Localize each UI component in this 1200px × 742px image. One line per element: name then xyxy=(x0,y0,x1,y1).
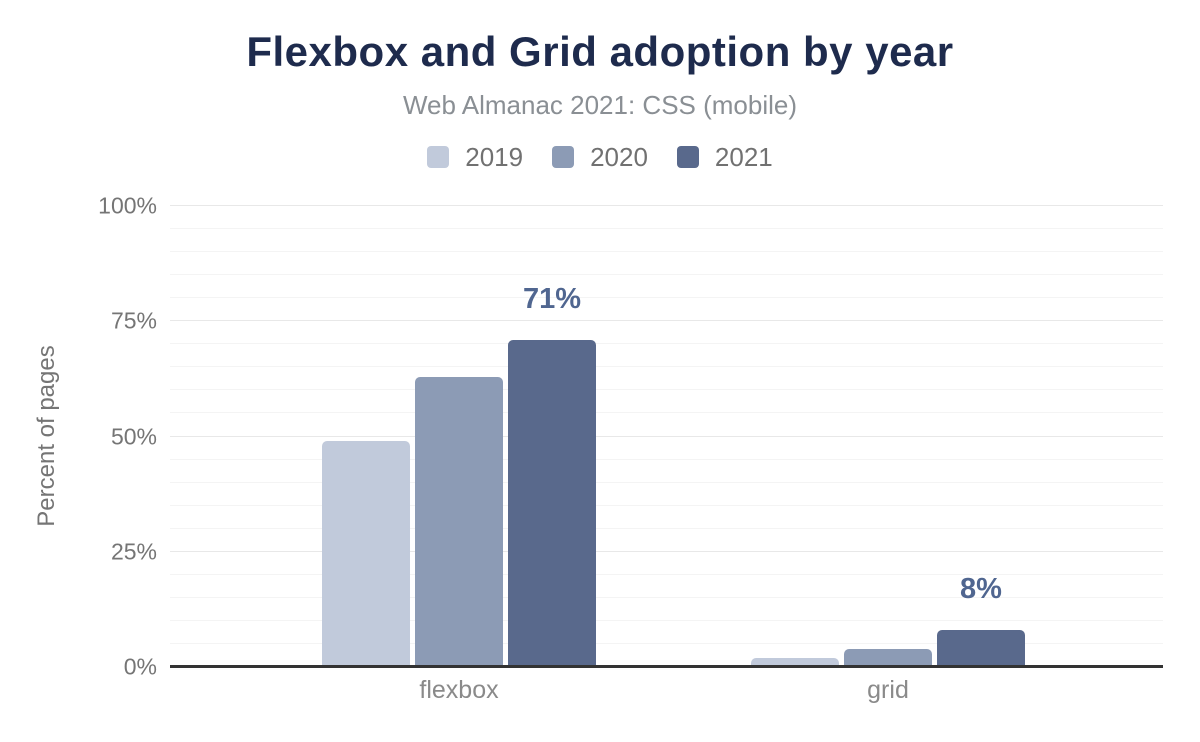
x-category-label: grid xyxy=(867,676,909,704)
y-tick-label: 50% xyxy=(110,423,157,449)
chart-title: Flexbox and Grid adoption by year xyxy=(246,28,954,75)
gridline-45 xyxy=(170,458,1163,460)
bar-group-flexbox: 71% xyxy=(322,206,596,667)
legend-label-2019: 2019 xyxy=(465,142,524,172)
legend-swatch-2021 xyxy=(676,146,699,168)
gridline-75 xyxy=(170,320,1163,322)
gridline-85 xyxy=(170,274,1163,276)
bar-grid-2020 xyxy=(844,648,932,667)
x-category-label: flexbox xyxy=(419,676,499,704)
gridline-70 xyxy=(170,343,1163,345)
gridline-25 xyxy=(170,550,1163,552)
plot-area: 71% 8% xyxy=(170,205,1163,668)
bar-group-grid: 8% xyxy=(751,206,1025,667)
gridline-95 xyxy=(170,228,1163,230)
gridline-65 xyxy=(170,366,1163,368)
gridline-5 xyxy=(170,642,1163,644)
bar-flexbox-2019 xyxy=(322,441,410,667)
legend-swatch-2020 xyxy=(552,146,575,168)
gridline-80 xyxy=(170,297,1163,299)
gridline-15 xyxy=(170,596,1163,598)
gridline-100 xyxy=(170,205,1163,206)
legend-swatch-2019 xyxy=(427,146,450,168)
legend-label-2020: 2020 xyxy=(590,142,648,172)
legend-item-2021: 2021 xyxy=(676,142,773,172)
gridline-35 xyxy=(170,504,1163,506)
gridline-10 xyxy=(170,619,1163,621)
gridline-55 xyxy=(170,412,1163,414)
y-axis: 0% 25% 50% 75% 100% xyxy=(0,194,157,678)
gridline-60 xyxy=(170,389,1163,391)
bar-flexbox-2021: 71% xyxy=(508,284,596,667)
gridline-30 xyxy=(170,527,1163,529)
legend-item-2019: 2019 xyxy=(427,144,523,170)
y-tick-label: 25% xyxy=(110,538,157,565)
gridline-40 xyxy=(170,481,1163,483)
x-axis-line xyxy=(170,665,1163,668)
bar-flexbox-2020 xyxy=(415,376,503,667)
value-label-grid: 8% xyxy=(960,573,1002,606)
legend-item-2020: 2020 xyxy=(552,144,648,170)
gridline-50 xyxy=(170,435,1163,437)
chart-subtitle: Web Almanac 2021: CSS (mobile) xyxy=(402,90,798,120)
y-tick-label: 100% xyxy=(98,192,157,219)
legend-label-2021: 2021 xyxy=(714,142,773,172)
gridline-20 xyxy=(170,573,1163,575)
legend: 2019 2020 2021 xyxy=(0,144,1200,170)
y-tick-label: 75% xyxy=(110,307,157,334)
bar-grid-2019 xyxy=(751,657,839,667)
y-tick-label: 0% xyxy=(123,653,157,680)
value-label-flexbox: 71% xyxy=(522,282,582,315)
gridline-90 xyxy=(170,251,1163,253)
bar-grid-2021: 8% xyxy=(937,575,1025,667)
